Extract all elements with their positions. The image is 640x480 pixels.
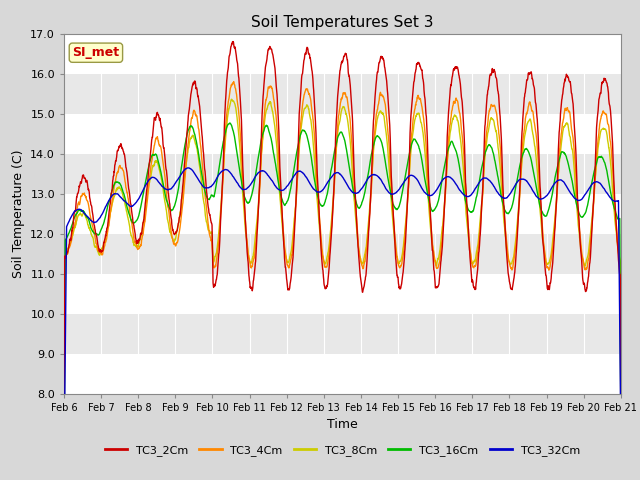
Bar <box>64 274 621 313</box>
Bar <box>64 313 621 354</box>
Bar <box>64 34 621 73</box>
Bar <box>64 193 621 234</box>
Y-axis label: Soil Temperature (C): Soil Temperature (C) <box>12 149 25 278</box>
Text: SI_met: SI_met <box>72 46 120 59</box>
Bar <box>64 234 621 274</box>
Bar <box>64 73 621 114</box>
Bar <box>64 154 621 193</box>
Legend: TC3_2Cm, TC3_4Cm, TC3_8Cm, TC3_16Cm, TC3_32Cm: TC3_2Cm, TC3_4Cm, TC3_8Cm, TC3_16Cm, TC3… <box>100 440 584 460</box>
Bar <box>64 114 621 154</box>
X-axis label: Time: Time <box>327 418 358 431</box>
Bar <box>64 354 621 394</box>
Title: Soil Temperatures Set 3: Soil Temperatures Set 3 <box>251 15 434 30</box>
